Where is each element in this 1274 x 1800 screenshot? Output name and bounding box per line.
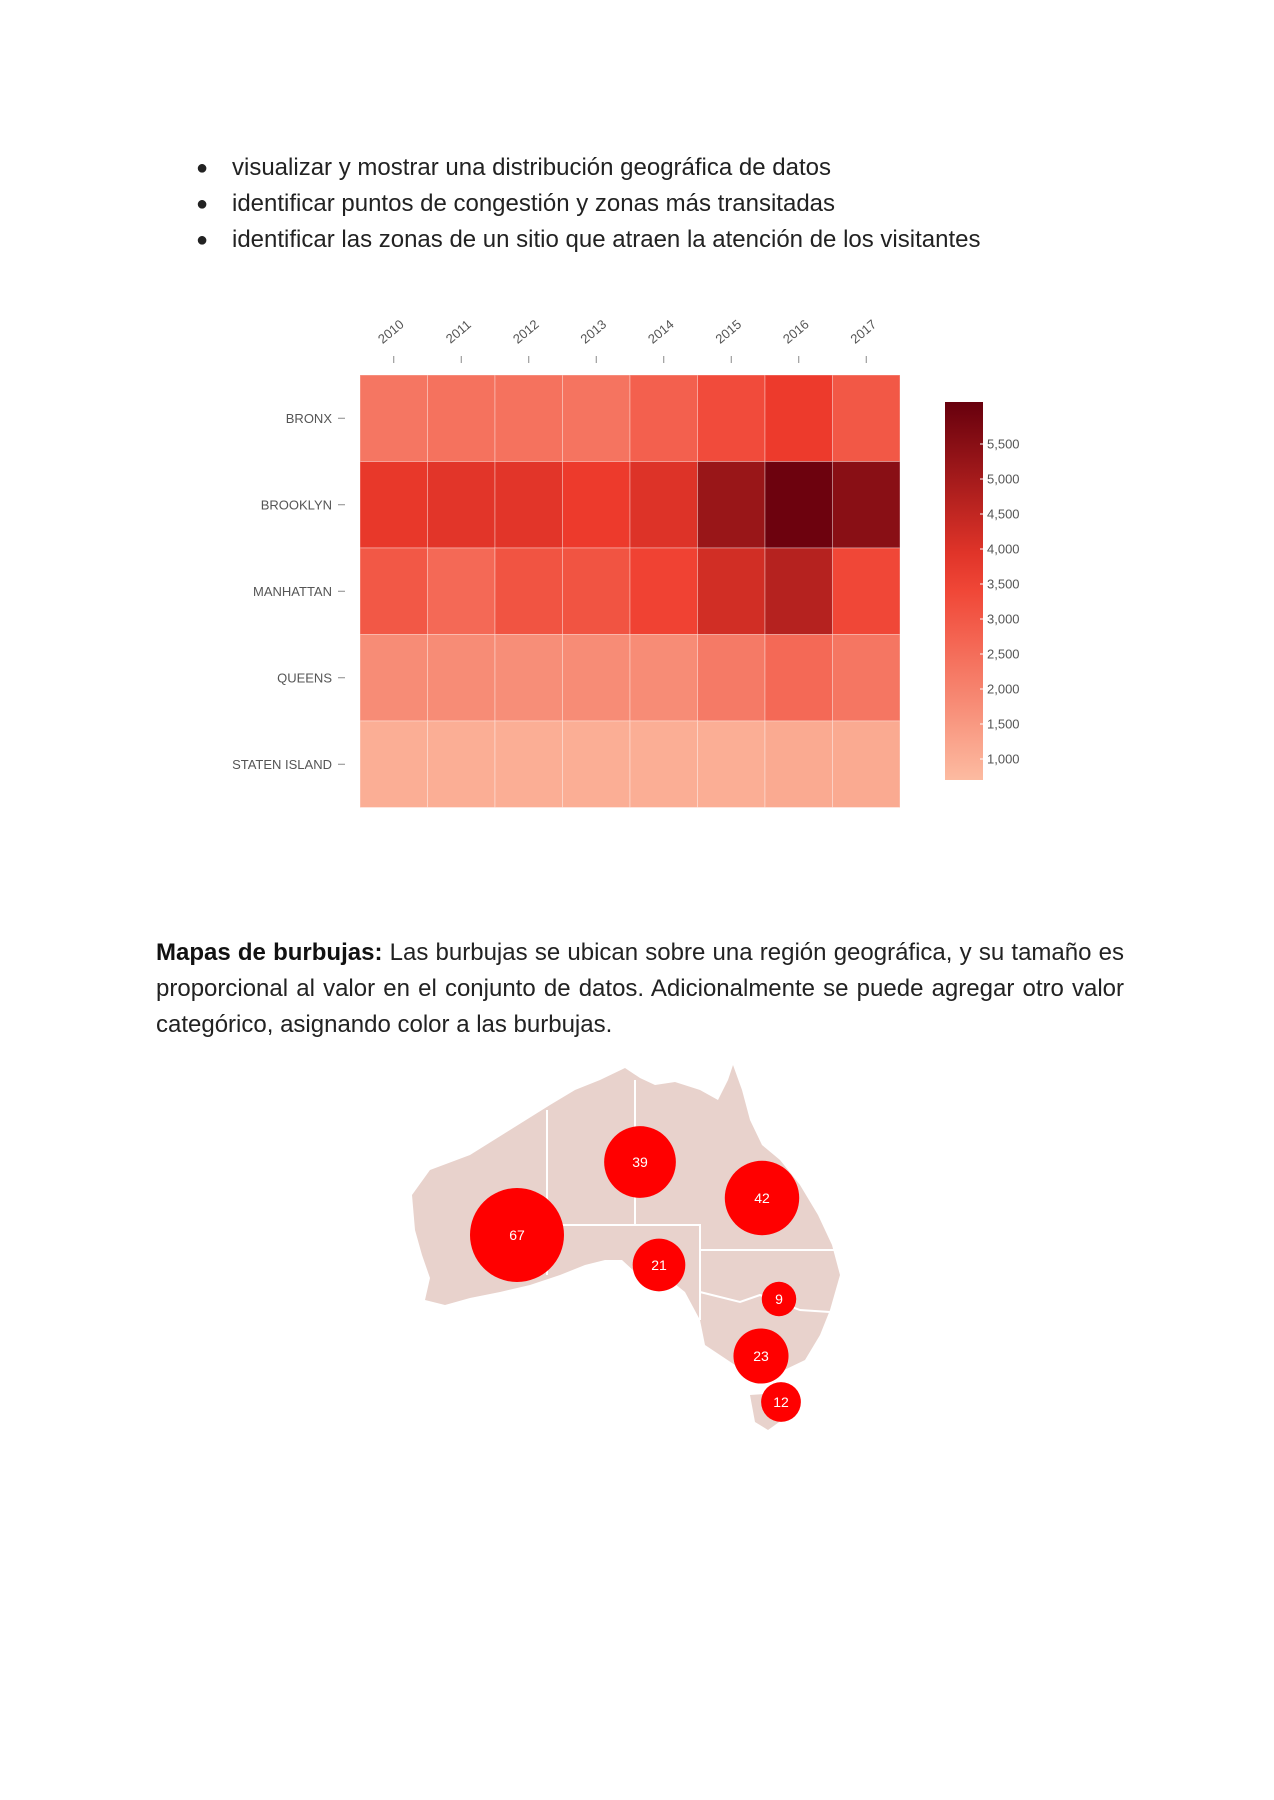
heatmap-cell <box>427 547 496 635</box>
bullet-item: ● visualizar y mostrar una distribución g… <box>190 150 980 186</box>
heatmap-cell <box>494 547 563 635</box>
bullet-icon: ● <box>196 229 209 251</box>
heatmap-cell <box>629 634 698 722</box>
heatmap-cell <box>562 634 631 722</box>
heatmap-cell <box>494 634 563 722</box>
bubble-label: 12 <box>773 1394 789 1410</box>
bubble-label: 67 <box>509 1227 525 1243</box>
bubble <box>733 1328 789 1384</box>
paragraph-text: Las burbujas se ubican sobre una región … <box>156 939 1124 1038</box>
bubble-layer: 67 39 42 21 9 23 12 <box>470 1126 801 1422</box>
heatmap-cell <box>494 461 563 549</box>
bubble-label: 21 <box>651 1257 667 1273</box>
bullet-item: ● identificar puntos de congestión y zona… <box>190 186 980 222</box>
heatmap-chart: 2010 2011 2012 2013 2014 2015 2016 2017 BRONX BRO… <box>232 317 1020 808</box>
heatmap-cell <box>427 720 496 808</box>
y-tick-label: BROOKLYN <box>261 497 332 512</box>
heatmap-cell <box>697 634 766 722</box>
heatmap-cell <box>697 720 766 808</box>
heatmap-cell <box>764 547 833 635</box>
y-tick-label: STATEN ISLAND <box>232 757 332 772</box>
bullet-list: ● visualizar y mostrar una distribución g… <box>190 150 980 258</box>
x-tick-label: 2012 <box>510 317 542 347</box>
heatmap-cell <box>562 374 631 462</box>
heatmap-cell <box>562 461 631 549</box>
heatmap-cell <box>832 461 901 549</box>
x-tick-label: 2015 <box>712 317 744 347</box>
paragraph-lead: Mapas de burbujas: <box>156 939 383 966</box>
x-tick-label: 2014 <box>645 317 677 347</box>
x-tick-label: 2016 <box>780 317 812 347</box>
colorbar-tick-label: 5,500 <box>987 437 1020 452</box>
colorbar-tick-label: 4,500 <box>987 507 1020 522</box>
heatmap-cell <box>764 461 833 549</box>
colorbar-tick-label: 3,500 <box>987 577 1020 592</box>
bubble <box>470 1188 564 1282</box>
heatmap-cell <box>697 547 766 635</box>
heatmap-cell <box>359 720 428 808</box>
heatmap-cell <box>764 720 833 808</box>
x-tick-label: 2017 <box>847 317 879 347</box>
heatmap-cell <box>359 461 428 549</box>
bubble-label: 42 <box>754 1190 770 1206</box>
bullet-icon: ● <box>196 157 209 179</box>
heatmap-cell <box>832 720 901 808</box>
heatmap-cell <box>832 547 901 635</box>
bubble-map-paragraph: Mapas de burbujas: Las burbujas se ubica… <box>156 935 1124 1043</box>
heatmap-cell <box>832 374 901 462</box>
heatmap-cell <box>427 374 496 462</box>
y-tick-label: BRONX <box>286 411 333 426</box>
heatmap-cell <box>832 634 901 722</box>
heatmap-cell <box>764 374 833 462</box>
bubble <box>632 1238 686 1292</box>
x-tick-label: 2013 <box>577 317 609 347</box>
colorbar <box>945 402 983 780</box>
heatmap-cell <box>359 634 428 722</box>
colorbar-tick-label: 4,000 <box>987 542 1020 557</box>
bubble-label: 39 <box>632 1154 648 1170</box>
bubble <box>761 1281 797 1317</box>
colorbar-tick-label: 2,500 <box>987 647 1020 662</box>
heatmap-cell <box>697 461 766 549</box>
bullet-icon: ● <box>196 193 209 215</box>
heatmap-cell <box>562 547 631 635</box>
bubble-map: 67 39 42 21 9 23 12 <box>412 1065 840 1430</box>
heatmap-cell <box>427 461 496 549</box>
heatmap-cell <box>562 720 631 808</box>
heatmap-cell <box>629 461 698 549</box>
colorbar-tick-label: 2,000 <box>987 682 1020 697</box>
heatmap-cell <box>764 634 833 722</box>
x-tick-label: 2010 <box>375 317 407 347</box>
colorbar-tick-label: 1,000 <box>987 752 1020 767</box>
x-tick-label: 2011 <box>443 317 474 346</box>
bubble-label: 9 <box>775 1291 783 1307</box>
bubble <box>724 1160 800 1236</box>
heatmap-cell <box>697 374 766 462</box>
heatmap-cell <box>359 374 428 462</box>
heatmap-cell <box>629 720 698 808</box>
y-tick-label: QUEENS <box>277 670 332 685</box>
bullet-item: ● identificar las zonas de un sitio que a… <box>190 222 980 258</box>
colorbar-tick-label: 3,000 <box>987 612 1020 627</box>
heatmap-cell <box>494 720 563 808</box>
heatmap-cell <box>494 374 563 462</box>
bubble-label: 23 <box>753 1348 769 1364</box>
heatmap-cell <box>629 374 698 462</box>
heatmap-cell <box>629 547 698 635</box>
y-tick-label: MANHATTAN <box>253 584 332 599</box>
colorbar-tick-label: 5,000 <box>987 472 1020 487</box>
bubble <box>604 1126 676 1198</box>
australia-landmass <box>412 1065 840 1372</box>
heatmap-cell <box>359 547 428 635</box>
colorbar-tick-label: 1,500 <box>987 717 1020 732</box>
bubble <box>761 1382 801 1422</box>
heatmap-cell <box>427 634 496 722</box>
